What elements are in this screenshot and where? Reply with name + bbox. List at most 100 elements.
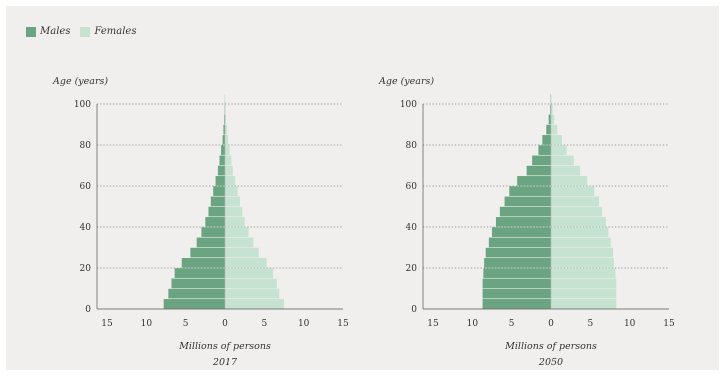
chart-1-female-bar <box>551 104 553 114</box>
chart-1-male-bar <box>517 176 551 186</box>
chart-0-x-tick-label: 10 <box>141 319 153 329</box>
legend: Males Females <box>26 26 146 37</box>
chart-1-x-tick-label: 15 <box>663 319 675 329</box>
chart-0-female-bar <box>225 124 227 135</box>
chart-0-x-tick-label: 5 <box>261 319 267 329</box>
chart-0-y-tick-label: 100 <box>74 100 91 110</box>
chart-0-x-tick-label: 15 <box>101 319 113 329</box>
chart-1-female-bar <box>551 114 555 125</box>
chart-1-male-bar <box>492 227 551 237</box>
chart-0-female-bar <box>225 114 226 125</box>
chart-0-male-bar <box>213 186 225 196</box>
chart-1-y-tick-label: 20 <box>406 264 418 274</box>
chart-0-male-bar <box>171 278 225 289</box>
chart-1-x-tick-label: 0 <box>548 319 554 329</box>
chart-0-female-bar <box>225 217 245 227</box>
chart-0-male-bar <box>168 288 225 299</box>
chart-1-female-bar <box>551 268 616 278</box>
chart-0-female-bar <box>225 258 267 268</box>
chart-0-female-bar <box>225 299 284 309</box>
chart-1-female-bar <box>551 288 617 299</box>
chart-1-female-bar <box>551 176 588 186</box>
legend-item-females: Females <box>80 26 136 37</box>
chart-1-male-bar <box>550 104 551 114</box>
chart-1-female-bar <box>551 196 599 207</box>
chart-0-male-bar <box>210 196 225 207</box>
chart-0-female-bar <box>225 278 277 289</box>
chart-0-x-axis-title: Millions of persons <box>178 341 271 352</box>
chart-0-male-bar <box>196 237 225 248</box>
chart-0-x-tick-label: 5 <box>183 319 189 329</box>
chart-0-female-bar <box>225 268 273 278</box>
females-swatch <box>80 26 91 37</box>
chart-0-female-bar <box>225 155 232 166</box>
chart-0-male-bar <box>205 217 225 227</box>
chart-0-y-tick-label: 40 <box>80 223 92 233</box>
chart-1-y-axis-title: Age (years) <box>378 76 434 87</box>
chart-0-female-bar <box>225 145 230 155</box>
chart-1-female-bar <box>551 217 607 227</box>
chart-1-female-bar <box>551 165 581 176</box>
chart-1-male-bar <box>482 288 551 299</box>
chart-0-female-bar <box>225 206 243 217</box>
chart-1-x-tick-label: 10 <box>467 319 479 329</box>
chart-0-female-bar <box>225 227 249 237</box>
chart-1-y-tick-label: 0 <box>411 305 417 315</box>
chart-0-female-bar <box>225 165 233 176</box>
chart-0-female-bar <box>225 288 280 299</box>
chart-1-y-tick-label: 100 <box>400 100 417 110</box>
chart-0-male-bar <box>163 299 225 309</box>
chart-1-female-bar <box>551 145 567 155</box>
chart-1-female-bar <box>551 155 574 166</box>
chart-1-male-bar <box>538 145 551 155</box>
chart-0-year-label: 2017 <box>212 357 238 368</box>
chart-1-female-bar <box>551 186 595 196</box>
chart-1-y-tick-label: 60 <box>406 182 418 192</box>
chart-1-x-axis-title: Millions of persons <box>504 341 597 352</box>
chart-0-x-tick-label: 0 <box>222 319 228 329</box>
chart-1-male-bar <box>495 217 551 227</box>
chart-0-male-bar <box>221 145 225 155</box>
chart-1-female-bar <box>551 247 614 258</box>
chart-1-male-bar <box>482 278 551 289</box>
chart-1-female-bar <box>551 206 603 217</box>
males-swatch <box>26 26 36 37</box>
chart-1-x-tick-label: 15 <box>427 319 439 329</box>
chart-1-female-bar <box>551 237 611 248</box>
chart-0-male-bar <box>222 135 225 145</box>
chart-1-female-bar <box>551 227 609 237</box>
chart-1-y-tick-label: 80 <box>406 141 418 151</box>
chart-0-y-tick-label: 80 <box>80 141 92 151</box>
chart-0-female-bar <box>225 186 238 196</box>
legend-item-males: Males <box>26 26 70 37</box>
chart-1-male-bar <box>499 206 551 217</box>
legend-label-males: Males <box>40 26 71 37</box>
chart-0-male-bar <box>217 165 225 176</box>
chart-1-male-bar <box>548 114 551 125</box>
chart-0-male-bar <box>219 155 225 166</box>
chart-1-y-tick-label: 40 <box>406 223 418 233</box>
chart-0-male-bar <box>181 258 225 268</box>
chart-0-x-tick-label: 15 <box>337 319 349 329</box>
chart-0-male-bar <box>201 227 225 237</box>
chart-0-male-bar <box>215 176 225 186</box>
chart-1-male-bar <box>504 196 551 207</box>
chart-1-x-tick-label: 10 <box>624 319 636 329</box>
chart-0-y-tick-label: 0 <box>85 305 91 315</box>
chart-0-male-bar <box>174 268 225 278</box>
chart-1-male-bar <box>542 135 551 145</box>
chart-1-female-bar <box>551 124 558 135</box>
chart-0-female-bar <box>225 135 229 145</box>
chart-0-female-bar <box>225 247 259 258</box>
chart-1-x-tick-label: 5 <box>587 319 593 329</box>
chart-1-x-tick-label: 5 <box>509 319 515 329</box>
chart-1-male-bar <box>509 186 551 196</box>
chart-0-y-axis-title: Age (years) <box>52 76 108 87</box>
chart-1-male-bar <box>546 124 551 135</box>
chart-1-year-label: 2050 <box>538 357 563 368</box>
chart-1-female-bar <box>551 278 617 289</box>
chart-1-female-bar <box>551 135 563 145</box>
chart-1-male-bar <box>488 237 551 248</box>
chart-0-male-bar <box>224 114 225 125</box>
